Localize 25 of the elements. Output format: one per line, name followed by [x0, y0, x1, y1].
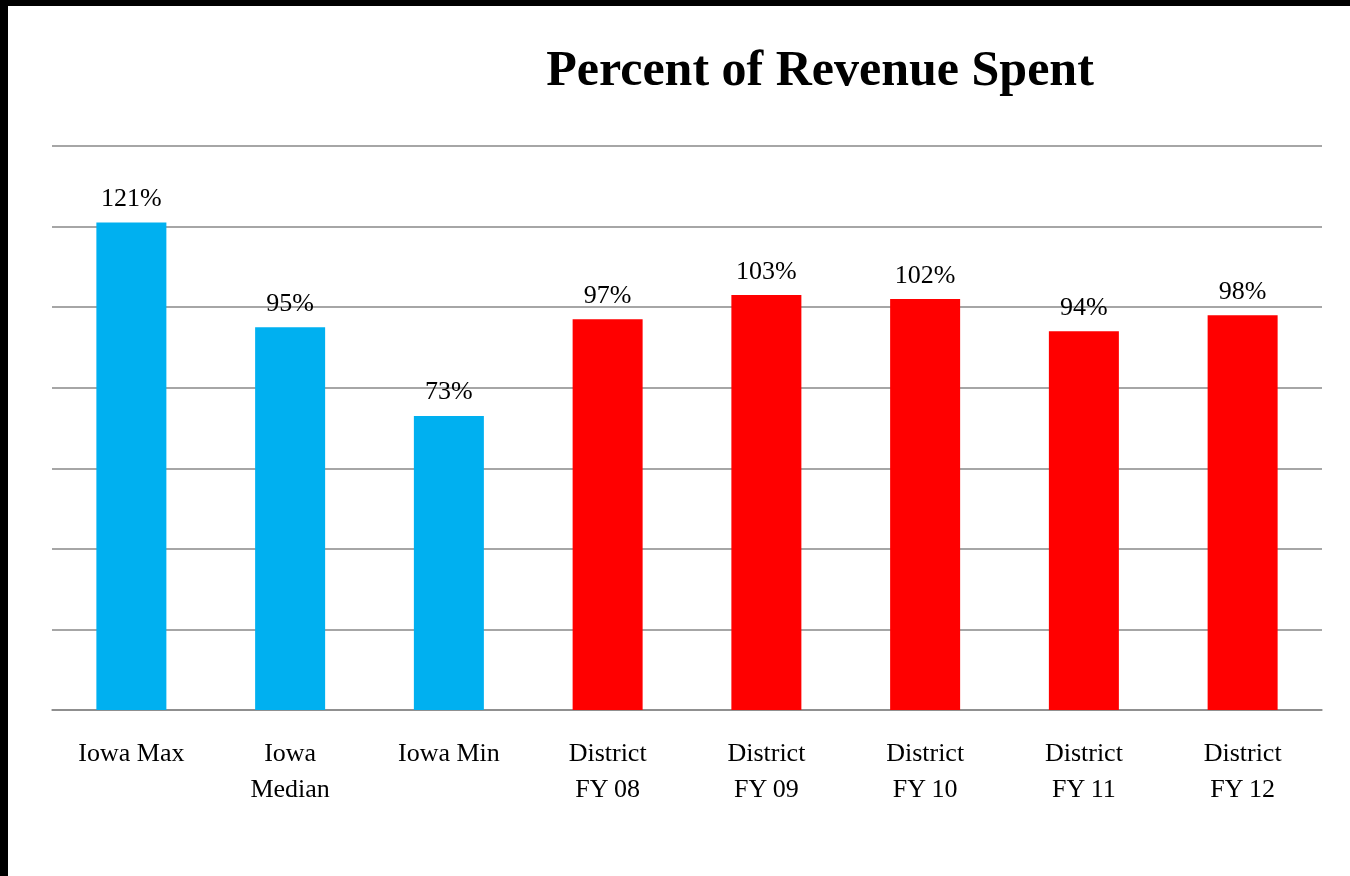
x-tick-label: Iowa Min [397, 737, 500, 767]
chart-title: Percent of Revenue Spent [546, 40, 1095, 96]
data-label: 94% [1060, 291, 1108, 321]
x-tick-label: Iowa Max [78, 737, 185, 767]
x-tick-label: District FY 09 [727, 737, 807, 803]
data-label: 103% [736, 255, 797, 285]
data-label: 95% [266, 287, 314, 317]
bar [1207, 315, 1278, 710]
x-tick-label: District FY 11 [1044, 737, 1124, 803]
bar [413, 415, 484, 710]
data-label: 97% [583, 279, 632, 309]
x-tick-label: District FY 12 [1203, 737, 1283, 803]
bar [255, 327, 326, 710]
data-label: 73% [425, 376, 473, 406]
data-label: 102% [894, 259, 956, 289]
data-label: 98% [1218, 275, 1267, 305]
bar [1048, 331, 1119, 710]
bar [890, 299, 961, 710]
bar [572, 319, 643, 710]
data-label: 121% [101, 183, 162, 213]
bar [731, 295, 802, 710]
x-tick-label: District FY 08 [568, 737, 648, 803]
x-tick-label: Iowa Median [250, 737, 330, 803]
x-tick-label: District FY 10 [886, 737, 965, 803]
bar [96, 222, 167, 710]
